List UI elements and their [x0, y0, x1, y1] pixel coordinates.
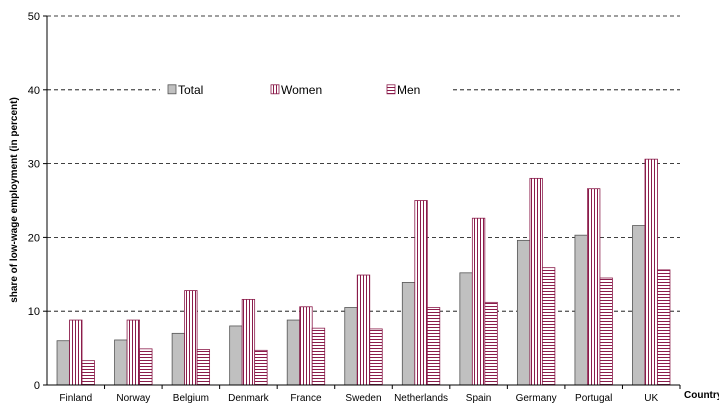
y-tick-label: 0 — [34, 380, 40, 392]
bar-total-finland — [56, 340, 70, 386]
bar-men-denmark — [254, 349, 268, 386]
bar-total-france — [286, 319, 301, 386]
y-axis-title: share of low-wage employment (in percent… — [9, 97, 20, 303]
legend-background — [160, 80, 450, 99]
bar-women-norway — [126, 319, 140, 386]
x-category-label: Norway — [116, 393, 150, 404]
bar-total-sweden — [344, 307, 358, 386]
bar-total-uk — [632, 225, 646, 386]
bar-total-denmark — [229, 325, 243, 386]
bar-total-spain — [459, 272, 473, 386]
legend-label-total: Total — [178, 83, 203, 97]
bar-total-portugal — [574, 234, 588, 386]
legend-label-women: Women — [281, 83, 322, 97]
bar-total-germany — [516, 239, 531, 386]
bar-men-finland — [81, 360, 95, 386]
bar-men-france — [311, 327, 326, 386]
x-category-label: Spain — [466, 393, 492, 404]
y-tick-label: 40 — [28, 85, 40, 97]
gridlines — [47, 15, 680, 312]
x-category-label: Sweden — [345, 393, 381, 404]
x-category-label: Germany — [516, 393, 557, 404]
bar-men-belgium — [196, 349, 211, 386]
x-axis-title: Country — [684, 390, 719, 401]
x-category-label: UK — [644, 393, 658, 404]
bar-men-germany — [541, 267, 556, 386]
bar-women-denmark — [241, 298, 256, 386]
legend-swatch-men — [386, 84, 396, 95]
bar-men-portugal — [599, 277, 613, 386]
bars — [56, 158, 671, 386]
x-category-label: Finland — [59, 393, 92, 404]
x-category-label: Netherlands — [394, 393, 448, 404]
x-category-label: Belgium — [173, 393, 209, 404]
bar-men-norway — [139, 348, 153, 386]
bar-total-norway — [114, 339, 128, 386]
bar-women-germany — [529, 177, 543, 386]
legend: Total Women Men — [160, 80, 450, 99]
bar-men-spain — [484, 301, 498, 386]
bar-total-belgium — [171, 332, 186, 386]
y-tick-label: 20 — [28, 232, 40, 244]
bar-women-netherlands — [414, 200, 428, 386]
y-tick-label: 30 — [28, 159, 40, 171]
bar-women-uk — [644, 158, 658, 386]
x-category-label: Denmark — [228, 393, 270, 404]
legend-swatch-women — [270, 84, 280, 95]
bar-men-netherlands — [426, 307, 441, 386]
legend-swatch-total — [167, 84, 177, 95]
axes — [46, 16, 680, 386]
bar-women-france — [299, 306, 313, 386]
bar-women-sweden — [356, 274, 371, 386]
bar-men-uk — [657, 269, 671, 386]
x-category-label: France — [290, 393, 322, 404]
y-tick-label: 10 — [28, 306, 40, 318]
bar-women-portugal — [587, 188, 601, 386]
bar-men-sweden — [369, 328, 383, 386]
bar-women-spain — [471, 217, 486, 386]
category-labels: Finland Norway Belgium Denmark France Sweden N… — [59, 385, 681, 404]
bar-women-belgium — [184, 290, 198, 386]
tick-labels: 0 10 20 30 40 50 — [28, 11, 47, 392]
x-category-label: Portugal — [575, 393, 612, 404]
legend-label-men: Men — [397, 83, 420, 97]
bar-women-finland — [69, 319, 83, 386]
bar-total-netherlands — [401, 282, 416, 386]
y-tick-label: 50 — [28, 11, 40, 23]
